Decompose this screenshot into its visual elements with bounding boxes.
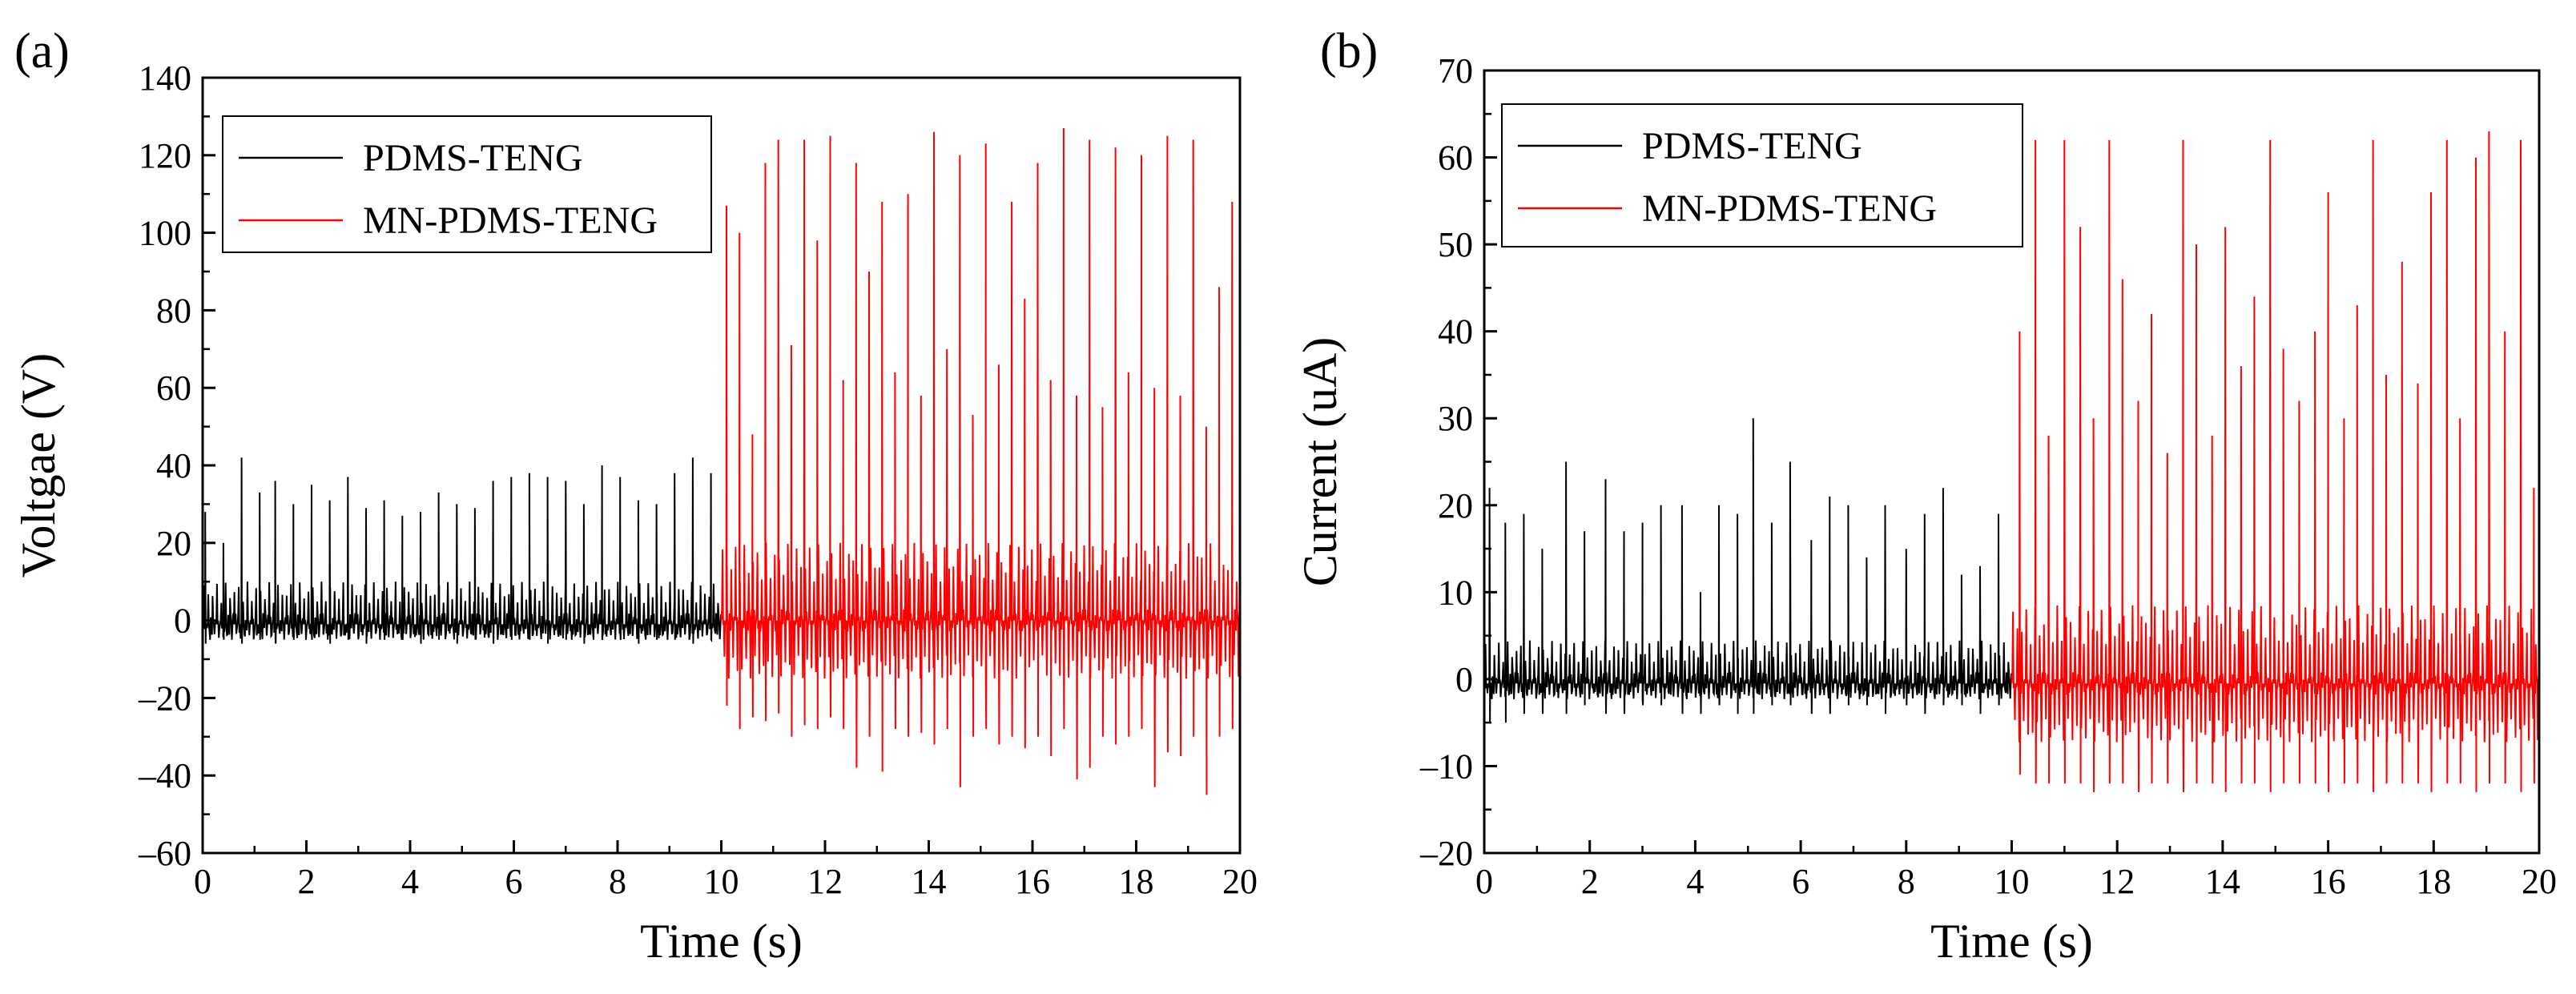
y-tick-label: 0 (174, 602, 191, 641)
panel-a-label: (a) (14, 24, 70, 78)
x-tick-label: 2 (1581, 862, 1599, 901)
y-tick-label: 80 (156, 291, 191, 330)
y-tick-label: 120 (139, 136, 191, 175)
panel-a-traces (203, 127, 1240, 795)
panel-b-y-axis: –20 –10 0 10 20 30 40 50 60 70 (1419, 51, 1497, 873)
x-tick-label: 4 (401, 862, 419, 901)
panel-a-y-axis-title: Voltgae (V) (12, 353, 65, 578)
x-tick-label: 12 (807, 862, 843, 901)
panel-b-y-axis-title: Current (uA) (1294, 337, 1346, 587)
y-tick-label: 30 (1438, 399, 1473, 438)
y-tick-label: 60 (1438, 139, 1473, 178)
x-tick-label: 12 (2099, 862, 2135, 901)
x-tick-label: 2 (298, 862, 316, 901)
series-trace-pdms-teng (203, 457, 722, 644)
panel-a-x-axis-title: Time (s) (640, 915, 803, 968)
x-tick-label: 16 (2311, 862, 2346, 901)
panel-a-x-axis: 0 2 4 6 8 10 12 14 16 18 20 (194, 840, 1258, 901)
x-tick-label: 10 (1994, 862, 2030, 901)
y-tick-label: 60 (156, 368, 191, 408)
panel-b-legend-label-pdms: PDMS-TENG (1642, 125, 1862, 167)
x-tick-label: 6 (1792, 862, 1809, 901)
panel-a-legend: PDMS-TENG MN-PDMS-TENG (222, 115, 712, 253)
y-tick-label: –60 (138, 834, 191, 873)
y-tick-label: 40 (156, 446, 191, 485)
panel-a-legend-box (222, 115, 712, 253)
y-tick-label: –10 (1419, 747, 1473, 786)
y-tick-label: 100 (139, 214, 191, 253)
x-tick-label: 0 (1475, 862, 1493, 901)
y-tick-label: 10 (1438, 573, 1473, 612)
y-tick-label: 50 (1438, 225, 1473, 264)
y-tick-label: 70 (1438, 51, 1473, 91)
panel-b-legend: PDMS-TENG MN-PDMS-TENG (1501, 103, 2023, 247)
series-trace-mn-pdms-teng (2010, 131, 2539, 793)
y-tick-label: –20 (1419, 834, 1473, 873)
x-tick-label: 6 (505, 862, 523, 901)
x-tick-label: 8 (1898, 862, 1915, 901)
panel-b-legend-box (1501, 103, 2023, 247)
panel-b-x-axis: 0 2 4 6 8 10 12 14 16 18 20 (1475, 840, 2557, 901)
panel-b-traces (1484, 131, 2539, 793)
series-trace-pdms-teng (1484, 418, 2013, 723)
y-tick-label: 140 (139, 58, 191, 98)
panel-b-current-chart: (b) 0 2 4 6 8 10 12 14 16 18 20 –20 –10 0 10 20 30 40 50 6… (1294, 24, 2557, 968)
y-tick-label: –40 (138, 756, 191, 795)
x-tick-label: 14 (2205, 862, 2240, 901)
panel-a-voltage-chart: (a) 0 2 4 6 8 10 12 14 16 18 20 –60 –40 –20 0 20 40 60 80… (12, 24, 1258, 968)
panel-a-y-axis: –60 –40 –20 0 20 40 60 80 100 120 140 (138, 58, 215, 873)
y-tick-label: 20 (156, 524, 191, 563)
y-tick-label: 40 (1438, 312, 1473, 352)
panel-b-x-axis-title: Time (s) (1930, 915, 2093, 968)
y-tick-label: –20 (138, 678, 191, 718)
x-tick-label: 4 (1686, 862, 1704, 901)
x-tick-label: 20 (2522, 862, 2557, 901)
x-tick-label: 16 (1015, 862, 1050, 901)
x-tick-label: 0 (194, 862, 211, 901)
x-tick-label: 10 (704, 862, 739, 901)
panel-b-legend-label-mn-pdms: MN-PDMS-TENG (1642, 187, 1937, 230)
y-tick-label: 20 (1438, 486, 1473, 525)
x-tick-label: 18 (1119, 862, 1154, 901)
series-trace-mn-pdms-teng (720, 127, 1240, 795)
y-tick-label: 0 (1455, 660, 1473, 699)
panel-b-label: (b) (1320, 24, 1378, 78)
x-tick-label: 18 (2416, 862, 2451, 901)
x-tick-label: 14 (912, 862, 947, 901)
panel-a-legend-label-mn-pdms: MN-PDMS-TENG (363, 199, 658, 242)
x-tick-label: 8 (609, 862, 626, 901)
panel-a-legend-label-pdms: PDMS-TENG (363, 137, 583, 179)
x-tick-label: 20 (1222, 862, 1258, 901)
